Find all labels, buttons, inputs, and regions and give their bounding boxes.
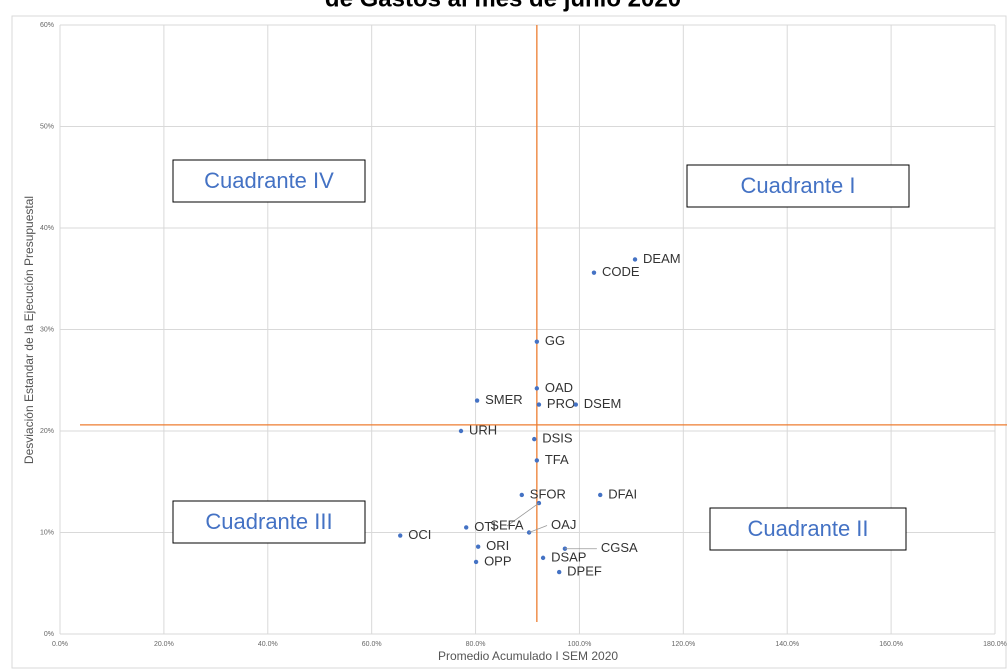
point-label: URH xyxy=(469,422,497,437)
point xyxy=(573,402,579,407)
leader-line xyxy=(528,525,548,533)
quadrant-box xyxy=(709,507,907,551)
x-tick-label: 180.0% xyxy=(983,641,1007,648)
y-tick-label: 50% xyxy=(40,123,54,130)
x-tick-label: 60.0% xyxy=(362,641,382,648)
point xyxy=(534,386,540,391)
point-label: DPEF xyxy=(567,564,602,579)
leader-line xyxy=(506,502,540,527)
point xyxy=(534,458,540,463)
point-label: DSAP xyxy=(551,549,586,564)
quadrant-label: Cuadrante III xyxy=(205,509,332,534)
point-label: PRO xyxy=(547,396,575,411)
point-label: OPP xyxy=(484,553,511,568)
x-axis-label: Promedio Acumulado I SEM 2020 xyxy=(438,649,618,663)
point-label: OTI xyxy=(474,519,496,534)
point xyxy=(475,544,481,549)
point xyxy=(540,555,546,561)
point-label: DEAM xyxy=(643,251,681,266)
quadrant-label: Cuadrante IV xyxy=(204,168,334,193)
point-label: CODE xyxy=(602,264,640,279)
point-label: GG xyxy=(545,333,565,348)
x-tick-label: 80.0% xyxy=(466,641,486,648)
point-label: DSEM xyxy=(584,396,622,411)
quadrant-box xyxy=(172,500,366,544)
y-tick-label: 30% xyxy=(40,326,54,333)
chart-title: de Gastos al mes de junio 2020 xyxy=(325,0,681,12)
quadrant-box xyxy=(686,164,910,208)
x-tick-label: 20.0% xyxy=(154,641,174,648)
x-tick-label: 120.0% xyxy=(671,641,695,648)
y-tick-label: 10% xyxy=(40,529,54,536)
point-label: TFA xyxy=(545,452,569,467)
y-tick-label: 20% xyxy=(40,428,54,435)
point xyxy=(598,492,603,498)
point xyxy=(591,270,597,275)
point xyxy=(534,339,540,344)
y-tick-label: 0% xyxy=(44,631,54,638)
point-label: OCI xyxy=(408,527,431,542)
point-label: SEFA xyxy=(490,518,524,533)
point xyxy=(473,559,479,565)
x-tick-label: 100.0% xyxy=(568,641,592,648)
quadrant-label: Cuadrante II xyxy=(747,516,868,541)
point-label: ORI xyxy=(486,538,509,553)
point xyxy=(458,428,464,434)
x-tick-label: 160.0% xyxy=(879,641,903,648)
y-tick-label: 40% xyxy=(40,225,54,232)
point xyxy=(398,533,403,538)
point xyxy=(556,569,562,575)
chart-frame xyxy=(11,15,1007,669)
quadrant-box xyxy=(172,159,366,203)
point xyxy=(532,436,537,442)
point xyxy=(632,257,638,262)
x-tick-label: 0.0% xyxy=(52,641,68,648)
point-label: OAJ xyxy=(551,517,576,532)
point xyxy=(474,398,480,403)
point xyxy=(519,492,524,498)
point xyxy=(536,402,542,407)
point-label: OAD xyxy=(545,380,573,395)
point-label: DFAI xyxy=(608,486,637,501)
point-label: SMER xyxy=(485,392,523,407)
point-label: SFOR xyxy=(530,486,566,501)
quadrant-label: Cuadrante I xyxy=(741,173,856,198)
y-axis-label: Desviación Estandar de la Ejecución Pres… xyxy=(22,196,36,464)
point-label: DSIS xyxy=(542,431,573,446)
x-tick-label: 40.0% xyxy=(258,641,278,648)
y-tick-label: 60% xyxy=(40,22,54,29)
x-tick-label: 140.0% xyxy=(775,641,799,648)
point xyxy=(464,525,469,530)
point-label: CGSA xyxy=(601,540,638,555)
